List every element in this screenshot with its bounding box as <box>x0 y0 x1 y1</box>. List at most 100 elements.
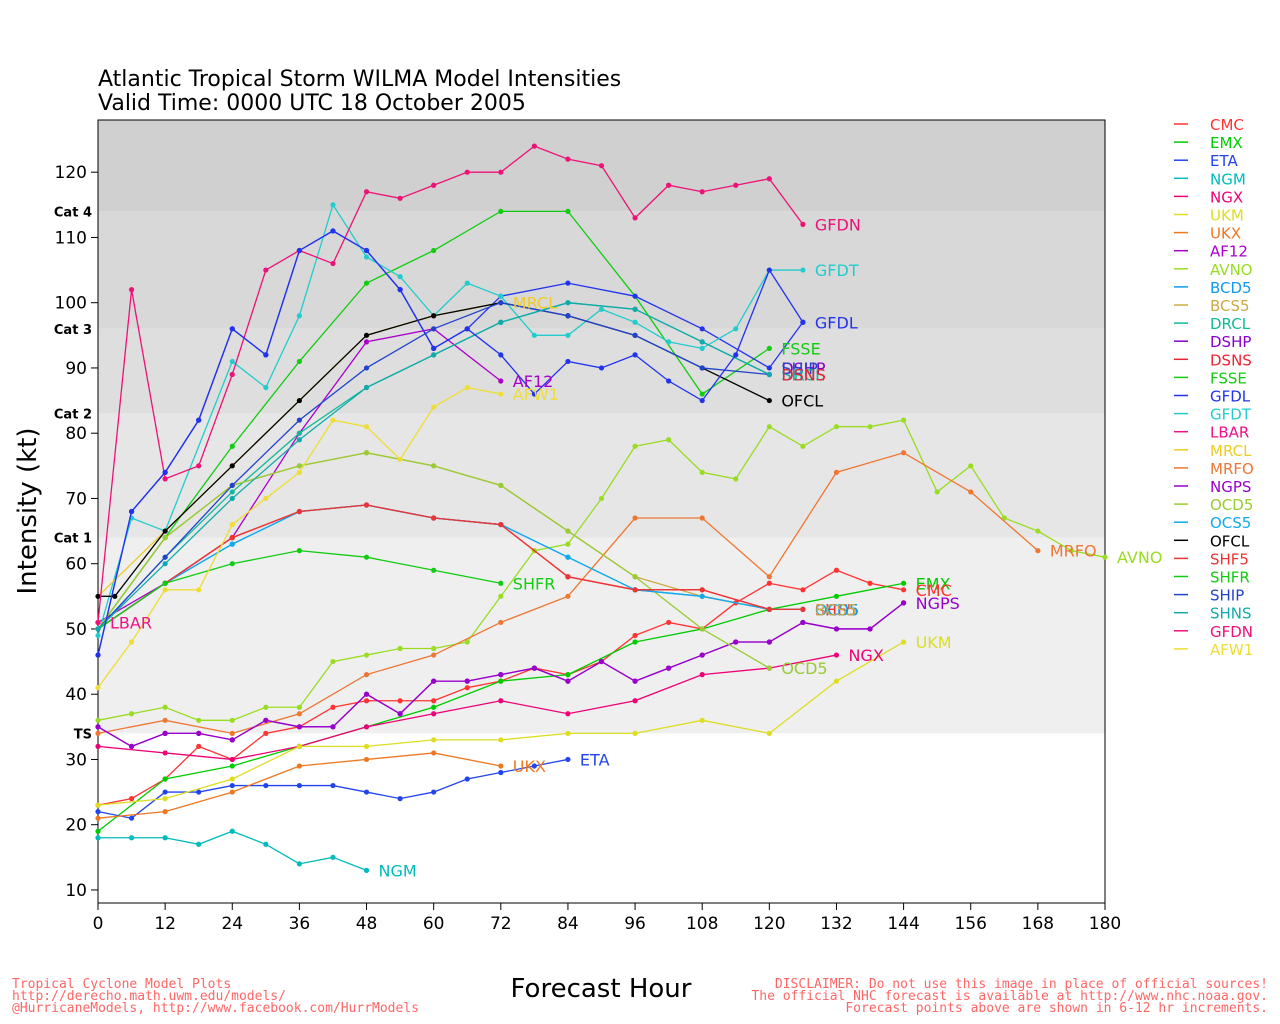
data-point-gfdt <box>800 267 806 273</box>
data-point-eta-b <box>498 352 504 358</box>
chart-title-line2: Valid Time: 0000 UTC 18 October 2005 <box>98 91 526 116</box>
legend-label: FSSE <box>1210 369 1247 387</box>
data-point-eta <box>397 796 403 802</box>
data-point-emx <box>565 672 571 678</box>
data-point-shns <box>296 437 302 443</box>
data-point-mrfo <box>162 717 168 723</box>
legend-label: SHIP <box>1210 587 1244 605</box>
series-afw1 <box>95 384 504 691</box>
legend-label: BCD5 <box>1210 279 1252 297</box>
legend-item-dsns: DSNS <box>1174 351 1252 369</box>
data-point-shf5 <box>766 606 772 612</box>
data-point-avno <box>800 443 806 449</box>
end-label-bcs5: BCS5 <box>815 600 857 619</box>
data-point-shf5 <box>363 502 370 508</box>
data-point-ukm <box>565 730 571 736</box>
data-point-afw1 <box>196 587 202 593</box>
data-point-ngx <box>632 698 638 704</box>
data-point-afw1 <box>330 417 336 423</box>
legend-item-ocd5: OCD5 <box>1174 496 1253 514</box>
data-point-shns <box>565 300 571 306</box>
end-label-ocs5: OCS5 <box>815 600 859 619</box>
data-point-ngps <box>196 730 202 736</box>
data-point-ocd5 <box>699 626 705 632</box>
x-tick-label: 120 <box>753 914 785 934</box>
data-point-gfdt <box>498 293 504 299</box>
data-point-ukm <box>431 737 437 743</box>
legend-label: NGX <box>1210 188 1243 206</box>
data-point-shns <box>632 306 638 312</box>
end-label-fsse: FSSE <box>781 339 820 358</box>
data-point-eta-b <box>196 417 202 423</box>
data-point-cmc <box>833 567 840 573</box>
data-point-shf5 <box>229 535 235 541</box>
legend-item-ship: SHIP <box>1174 587 1244 605</box>
data-point-ukm <box>699 717 705 723</box>
data-point-eta <box>363 789 370 795</box>
data-point-eta-b <box>95 652 101 658</box>
data-point-mrfo <box>968 489 974 495</box>
data-point-eta <box>330 782 336 789</box>
data-point-cmc <box>800 587 806 593</box>
data-point-gfdt <box>464 280 470 286</box>
data-point-ocd5 <box>632 574 638 580</box>
data-point-shns <box>162 561 168 567</box>
end-label-eta: ETA <box>580 750 610 769</box>
data-point-ocd5 <box>565 528 571 534</box>
end-label-dshp: DSHP <box>781 359 826 378</box>
data-point-gfdt <box>699 345 705 351</box>
data-point-ukm <box>901 639 907 645</box>
legend-label: OFCL <box>1210 532 1250 550</box>
data-point-ngx <box>431 711 437 717</box>
data-point-drcl <box>296 430 302 436</box>
data-point-eta-b <box>128 508 135 515</box>
data-point-ofcl <box>112 593 118 599</box>
data-point-ocs5 <box>229 541 235 547</box>
data-point-avno <box>128 711 135 717</box>
legend-label: DRCL <box>1210 315 1251 333</box>
data-point-avno <box>196 717 202 723</box>
data-point-ngx <box>363 724 370 730</box>
data-point-ngx <box>833 652 840 658</box>
series-ukx <box>95 750 504 821</box>
data-point-ocd5 <box>296 463 302 469</box>
legend-item-bcs5: BCS5 <box>1174 297 1250 315</box>
legend-item-ocs5: OCS5 <box>1174 514 1251 532</box>
data-point-eta <box>128 815 135 821</box>
legend-label: AF12 <box>1210 243 1248 261</box>
data-point-avno <box>296 704 302 710</box>
x-axis-title: Forecast Hour <box>511 974 692 1004</box>
data-point-shf5 <box>431 515 437 521</box>
end-label-mrcl: MRCL <box>513 294 557 313</box>
data-point-ocd5 <box>766 665 772 671</box>
legend-item-fsse: FSSE <box>1174 369 1247 387</box>
legend: CMCEMXETANGMNGXUKMUKXAF12AVNOBCD5BCS5DRC… <box>1174 116 1254 659</box>
data-point-ocs5 <box>699 593 705 599</box>
band-label-cat-2: Cat 2 <box>54 408 92 423</box>
legend-item-ngps: NGPS <box>1174 478 1251 496</box>
data-point-gfdt <box>531 332 537 338</box>
y-axis-title: Intensity (kt) <box>13 428 43 595</box>
data-point-avno <box>498 593 504 599</box>
data-point-cmc <box>464 685 470 691</box>
data-point-eta-b <box>800 319 806 325</box>
end-label-ngx: NGX <box>848 646 883 665</box>
data-point-ngps <box>766 639 772 645</box>
data-point-afw1 <box>397 456 403 462</box>
data-point-eta-b <box>229 326 235 332</box>
data-point-shf5 <box>565 574 571 580</box>
legend-label: DSHP <box>1210 333 1251 351</box>
data-point-ngps <box>498 672 504 678</box>
end-label-gfdl: GFDL <box>815 313 858 332</box>
band-cat-2 <box>98 328 1105 414</box>
legend-label: AVNO <box>1210 261 1253 279</box>
data-point-ngps <box>464 678 470 684</box>
data-point-gfdn <box>431 182 437 188</box>
legend-label: GFDT <box>1210 406 1252 424</box>
data-point-eta <box>229 782 235 789</box>
end-label-af12: AF12 <box>513 372 554 391</box>
data-point-fsse <box>498 208 504 214</box>
data-point-ngps <box>565 678 571 684</box>
data-point-shns <box>363 384 370 391</box>
data-point-ngx <box>95 743 101 750</box>
